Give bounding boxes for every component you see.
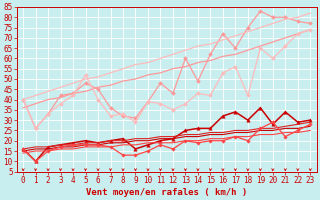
X-axis label: Vent moyen/en rafales ( km/h ): Vent moyen/en rafales ( km/h ) xyxy=(86,188,247,197)
